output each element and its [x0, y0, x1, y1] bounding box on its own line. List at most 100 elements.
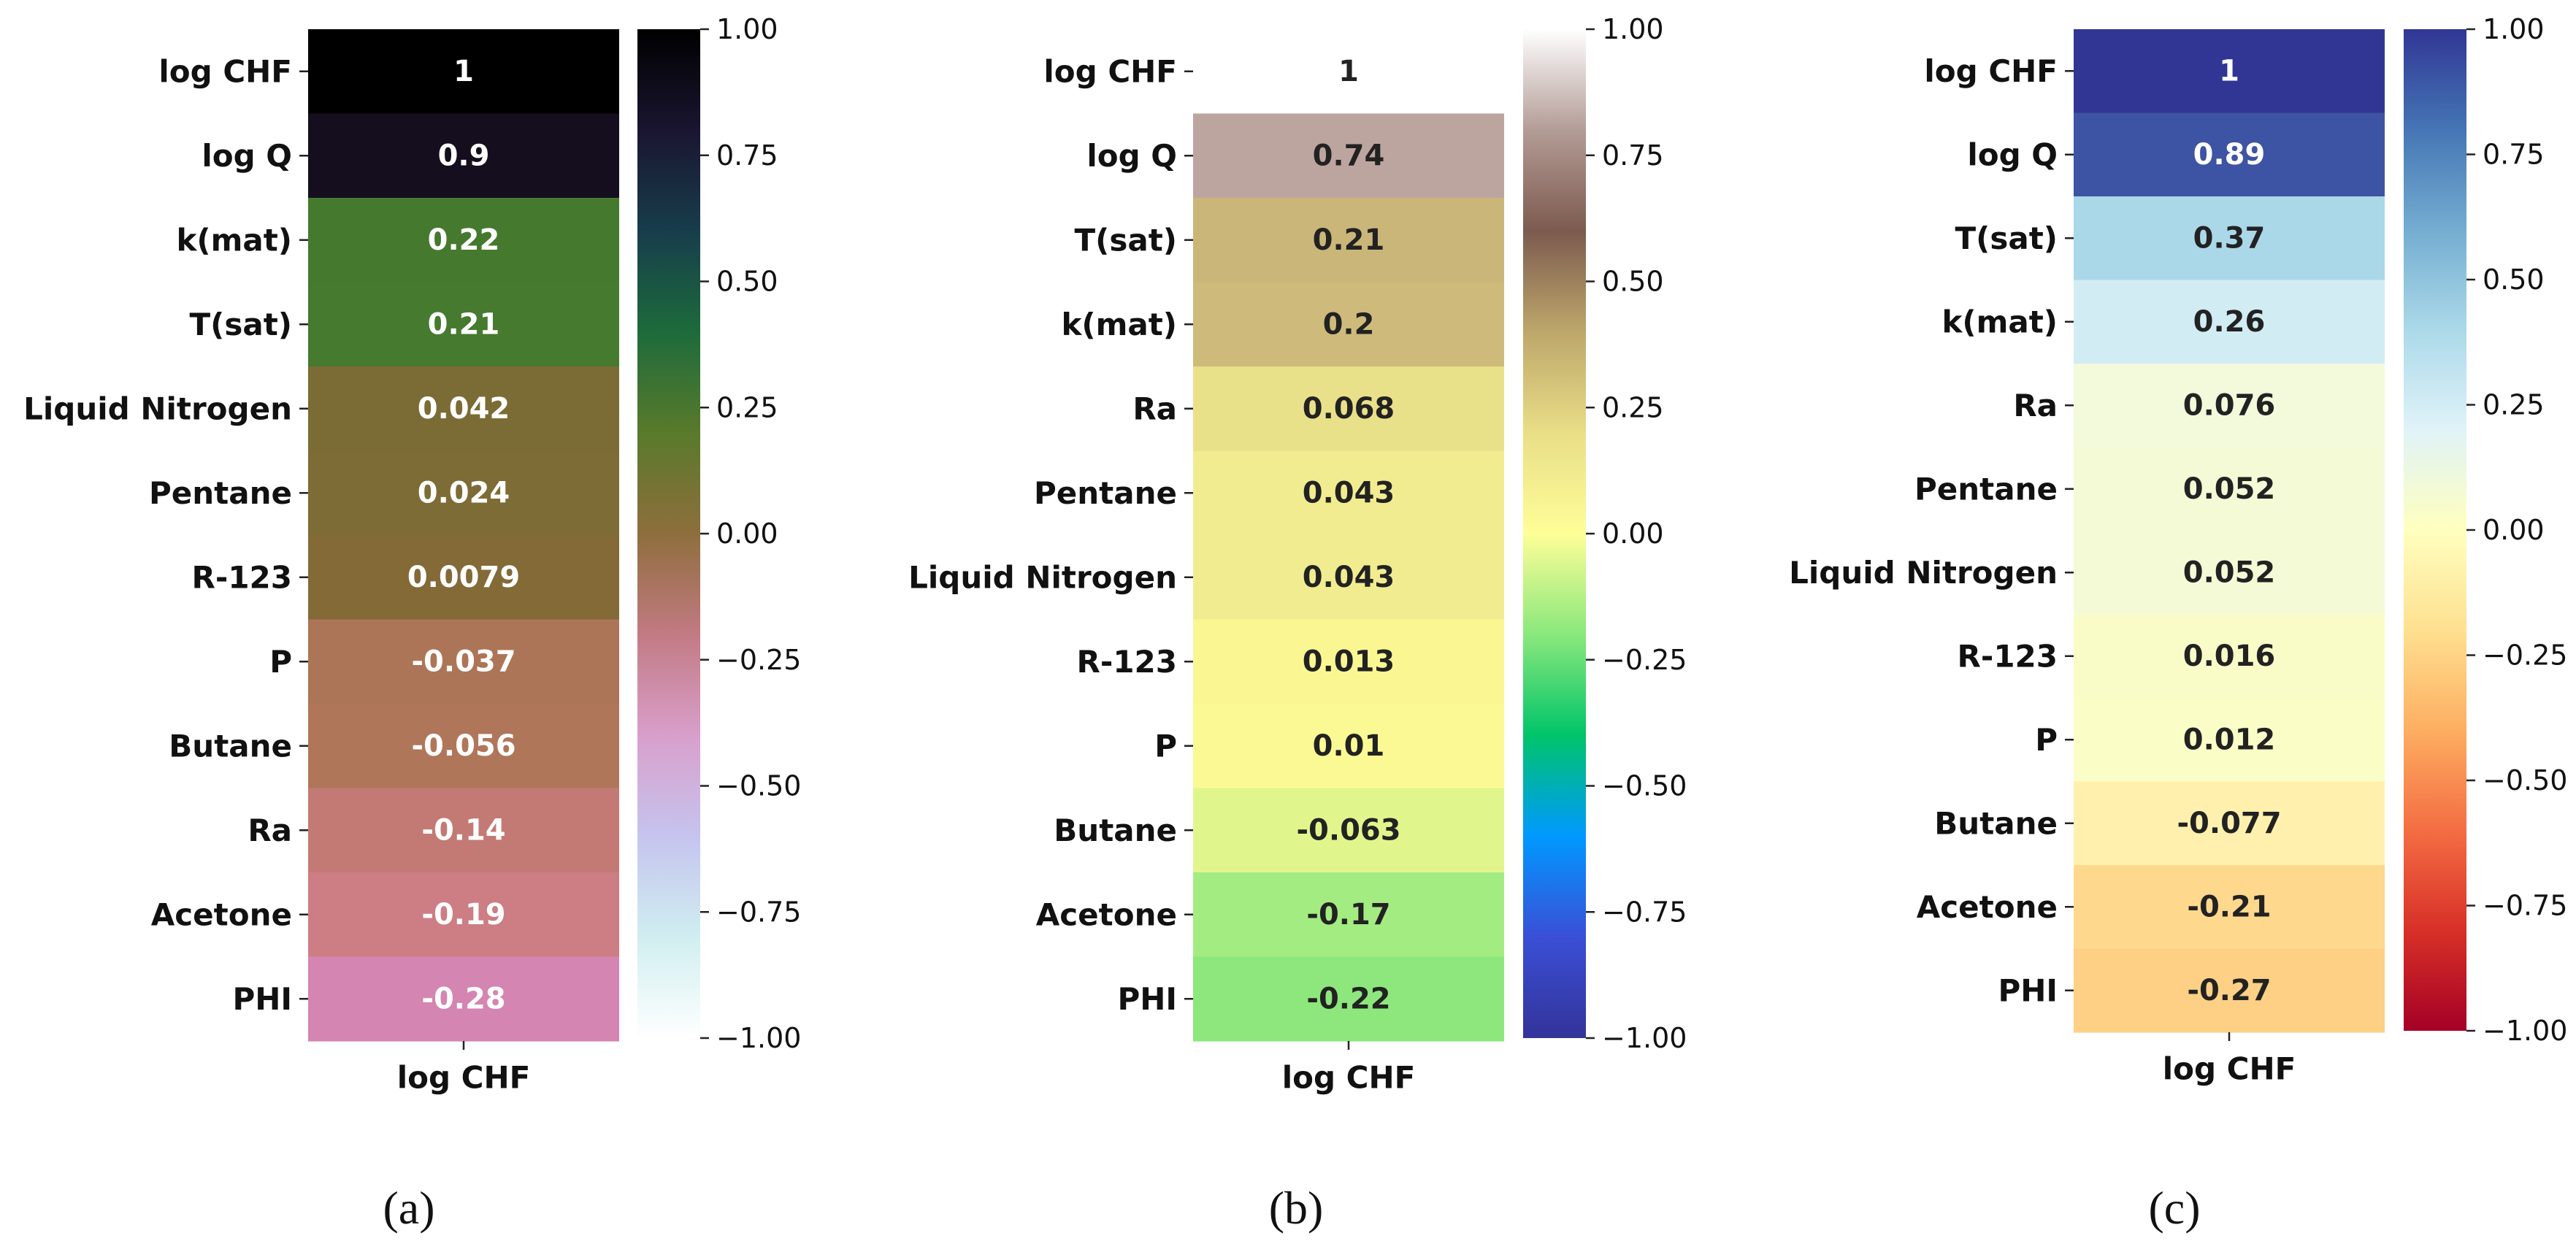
cell-value-label: -0.27 — [2187, 974, 2271, 1007]
cell-value-label: 0.9 — [438, 139, 490, 172]
cell-value-label: -0.063 — [1296, 813, 1400, 847]
heatmap-cell — [1193, 956, 1504, 1042]
cell-value-label: 0.22 — [428, 223, 500, 257]
cell-value-label: 0.0079 — [407, 561, 520, 594]
colorbar — [637, 29, 700, 1038]
heatmap-cell — [1193, 788, 1504, 873]
heatmap-cell — [2074, 112, 2385, 197]
heatmap-cell — [1193, 113, 1504, 199]
heatmap-cell — [308, 450, 619, 536]
colorbar-tick-label: 0.25 — [1602, 391, 1664, 423]
row-label: log CHF — [158, 53, 292, 89]
heatmap-cell — [1193, 872, 1504, 958]
heatmap-cell — [308, 366, 619, 452]
panel-caption: (b) — [1269, 1182, 1324, 1234]
colorbar — [1523, 29, 1586, 1038]
row-label: k(mat) — [1061, 307, 1177, 342]
colorbar-tick-label: −0.25 — [716, 644, 801, 676]
cell-value-label: 0.016 — [2183, 639, 2276, 673]
cell-value-label: -0.19 — [421, 898, 505, 931]
heatmap-cell — [2074, 781, 2385, 866]
colorbar-tick-label: −1.00 — [716, 1022, 801, 1054]
row-label: P — [269, 644, 292, 680]
row-label: k(mat) — [176, 222, 292, 258]
cell-value-label: 0.043 — [1303, 476, 1395, 510]
row-label: PHI — [1998, 972, 2058, 1008]
colorbar-tick-label: −0.50 — [2483, 764, 2567, 796]
colorbar-tick-label: 0.00 — [716, 518, 778, 550]
row-label: T(sat) — [1955, 220, 2058, 256]
row-label: Acetone — [151, 896, 292, 932]
row-label: PHI — [232, 981, 292, 1017]
colorbar-tick-label: −1.00 — [2483, 1015, 2567, 1047]
cell-value-label: 1 — [2219, 54, 2239, 88]
cell-value-label: -0.077 — [2177, 807, 2281, 840]
cell-value-label: 0.052 — [2183, 472, 2276, 506]
colorbar-tick-label: −0.75 — [1602, 896, 1687, 928]
heatmap-cell — [2074, 196, 2385, 281]
colorbar-tick-label: 0.50 — [716, 266, 778, 298]
heatmap-cell — [308, 956, 619, 1042]
heatmap-cell — [1193, 282, 1504, 367]
row-label: log Q — [1086, 138, 1177, 174]
row-label: Butane — [169, 728, 292, 764]
heatmap-cell — [308, 282, 619, 367]
heatmap-cell — [2074, 865, 2385, 950]
cell-value-label: 0.89 — [2193, 138, 2266, 172]
heatmap-cell — [308, 198, 619, 283]
heatmap-cell — [308, 535, 619, 621]
colorbar-tick-label: −0.75 — [2483, 890, 2567, 922]
colorbar-tick-label: 0.25 — [716, 391, 778, 423]
cell-value-label: -0.037 — [411, 645, 515, 678]
row-label: P — [2035, 722, 2058, 758]
row-label: T(sat) — [1075, 222, 1177, 258]
colorbar-tick-label: 1.00 — [2483, 13, 2545, 45]
cell-value-label: 0.26 — [2193, 305, 2266, 339]
heatmap-cell — [1193, 198, 1504, 283]
cell-value-label: 1 — [1338, 55, 1359, 88]
cell-value-label: 0.21 — [1313, 223, 1385, 257]
colorbar-tick-label: 0.75 — [1602, 139, 1664, 172]
heatmap-cell — [308, 29, 619, 115]
row-label: Liquid Nitrogen — [1789, 555, 2058, 591]
heatmap-cell — [308, 113, 619, 199]
heatmap-cell — [308, 619, 619, 704]
colorbar-tick-label: 0.75 — [716, 139, 778, 172]
cell-value-label: 0.01 — [1313, 729, 1385, 763]
cell-value-label: 0.37 — [2193, 221, 2266, 255]
heatmap-cell — [1193, 704, 1504, 789]
cell-value-label: -0.22 — [1306, 982, 1390, 1015]
row-label: Pentane — [1034, 475, 1177, 511]
cell-value-label: -0.21 — [2187, 890, 2271, 923]
row-label: Butane — [1054, 813, 1177, 848]
heatmap-cell — [2074, 948, 2385, 1033]
colorbar-tick-label: −1.00 — [1602, 1022, 1687, 1054]
heatmap-cell — [1193, 619, 1504, 704]
cell-value-label: 0.043 — [1303, 561, 1395, 594]
cell-value-label: 0.024 — [418, 476, 510, 510]
colorbar-tick-label: 1.00 — [1602, 13, 1664, 45]
row-label: P — [1154, 728, 1177, 764]
cell-value-label: -0.28 — [421, 982, 505, 1015]
colorbar-tick-label: −0.25 — [1602, 644, 1687, 676]
heatmap-cell — [1193, 450, 1504, 536]
cell-value-label: 0.068 — [1303, 392, 1395, 426]
heatmap-cell — [2074, 614, 2385, 699]
panel-caption: (c) — [2148, 1182, 2200, 1234]
row-label: Pentane — [1914, 471, 2058, 507]
cell-value-label: -0.056 — [411, 729, 515, 763]
heatmap-cell — [308, 788, 619, 873]
heatmap-cell — [2074, 447, 2385, 531]
cell-value-label: 0.74 — [1313, 139, 1385, 172]
cell-value-label: 0.21 — [428, 307, 500, 341]
row-label: Pentane — [149, 475, 292, 511]
heatmap-cell — [2074, 29, 2385, 114]
colorbar-tick-label: 0.00 — [1602, 518, 1664, 550]
panel-caption: (a) — [383, 1182, 434, 1234]
cell-value-label: 0.012 — [2183, 723, 2276, 756]
row-label: Acetone — [1917, 889, 2058, 925]
cell-value-label: 0.076 — [2183, 388, 2276, 422]
colorbar-tick-label: −0.50 — [716, 770, 801, 802]
column-label: log CHF — [1282, 1060, 1416, 1096]
